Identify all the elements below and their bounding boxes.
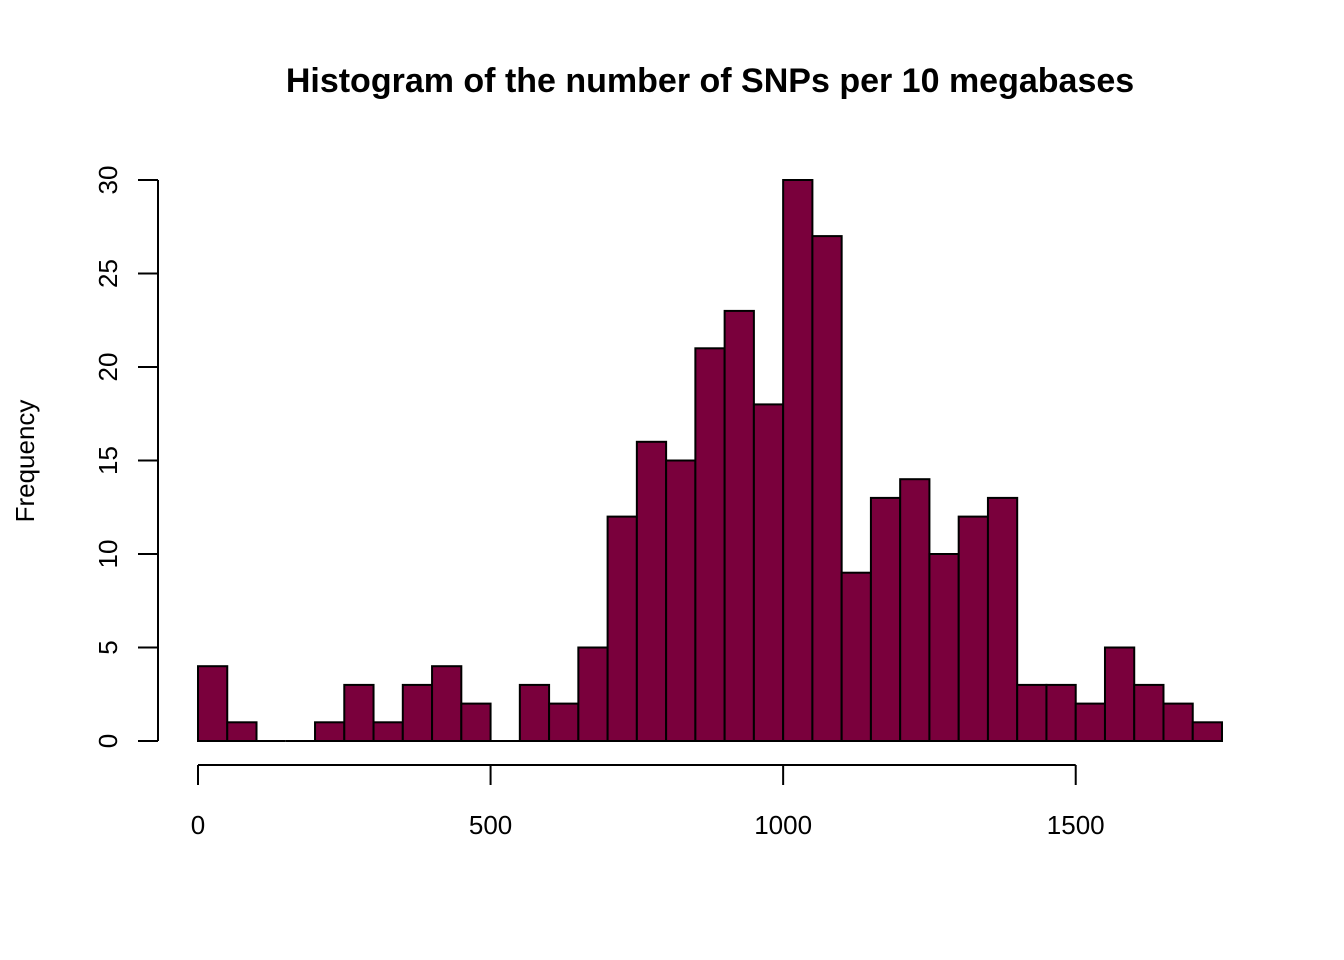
- histogram-bar: [1133, 683, 1165, 743]
- histogram-bar: [1045, 683, 1077, 743]
- histogram-bar: [694, 347, 726, 742]
- x-tick-label: 1500: [1047, 810, 1105, 840]
- y-tick-label: 15: [93, 446, 123, 475]
- histogram-bar: [899, 478, 931, 742]
- histogram-bar: [1016, 683, 1048, 743]
- x-tick-label: 1000: [754, 810, 812, 840]
- histogram-bar: [1103, 646, 1136, 742]
- y-tick-label: 0: [93, 734, 123, 748]
- histogram-bar: [226, 721, 258, 742]
- histogram-bar: [782, 179, 814, 742]
- bars-group: [197, 179, 1223, 743]
- histogram-bar: [343, 683, 375, 743]
- histogram-bar: [752, 403, 785, 742]
- x-axis: 0 500 1000 1500: [191, 764, 1105, 840]
- histogram-bar: [723, 309, 755, 742]
- y-tick-label: 20: [93, 353, 123, 382]
- histogram-bar: [401, 683, 434, 743]
- histogram-bar: [606, 515, 638, 742]
- histogram-bar: [1074, 702, 1106, 742]
- histogram-bar: [840, 571, 872, 743]
- y-tick-label: 10: [93, 540, 123, 569]
- histogram-bar: [928, 553, 960, 742]
- histogram-bar: [372, 721, 404, 742]
- chart-title: Histogram of the number of SNPs per 10 m…: [286, 62, 1134, 100]
- histogram-bar: [548, 702, 580, 742]
- histogram-bar: [635, 440, 668, 742]
- y-tick-label: 5: [93, 640, 123, 654]
- x-tick-label: 500: [469, 810, 512, 840]
- histogram-bar: [665, 459, 697, 742]
- y-tick-label: 30: [93, 166, 123, 195]
- histogram-bar: [1162, 702, 1194, 742]
- histogram-bar: [869, 496, 902, 742]
- y-axis: 0 5 10 15 20 25 30: [93, 166, 159, 748]
- histogram-bar: [1191, 721, 1223, 742]
- histogram-bar: [811, 235, 843, 742]
- histogram-bar: [197, 665, 229, 743]
- x-tick-label: 0: [191, 810, 205, 840]
- histogram-bar: [518, 683, 551, 743]
- histogram-bar: [314, 721, 346, 742]
- histogram-bar: [431, 665, 463, 743]
- y-axis-label: Frequency: [10, 400, 40, 523]
- histogram-bar: [577, 646, 609, 742]
- histogram-bar: [957, 515, 989, 742]
- histogram-bar: [986, 496, 1019, 742]
- histogram-bar: [460, 702, 492, 742]
- y-tick-label: 25: [93, 259, 123, 288]
